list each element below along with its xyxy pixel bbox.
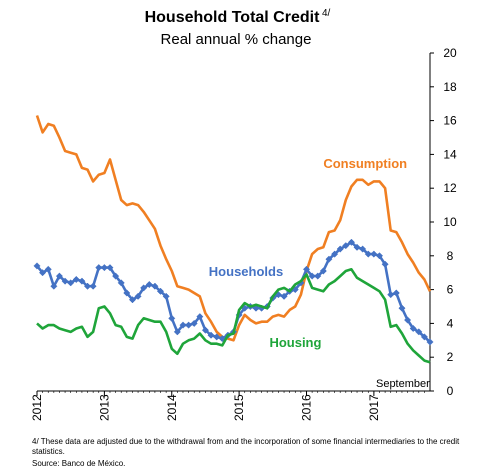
data-point-households (196, 313, 204, 321)
data-point-households (213, 333, 221, 341)
data-point-households (387, 291, 395, 299)
y-tick-label: 14 (443, 147, 457, 161)
data-point-households (140, 284, 148, 292)
y-tick-label: 16 (443, 114, 457, 128)
title-footnote-marker: 4/ (322, 8, 331, 19)
data-point-households (415, 328, 423, 336)
y-tick-label: 2 (447, 350, 454, 364)
data-point-households (89, 282, 97, 290)
data-point-households (100, 264, 108, 272)
y-tick-label: 6 (447, 283, 454, 297)
data-point-households (392, 289, 400, 297)
data-point-households (112, 272, 120, 280)
data-point-households (95, 264, 103, 272)
data-point-households (308, 272, 316, 280)
data-point-households (319, 267, 327, 275)
data-point-households (151, 282, 159, 290)
x-tick-label: 2014 (165, 394, 179, 421)
data-point-households (61, 277, 69, 285)
x-tick-label: 2015 (232, 394, 246, 421)
series-line-consumption (35, 115, 432, 342)
x-tick-label: 2013 (97, 394, 111, 421)
y-tick-label: 8 (447, 249, 454, 263)
data-point-households (336, 245, 344, 253)
data-point-households (39, 269, 47, 277)
data-point-households (190, 319, 198, 327)
footnote: 4/ These data are adjusted due to the wi… (32, 437, 460, 456)
data-point-households (426, 338, 434, 346)
data-point-households (325, 255, 333, 263)
data-point-households (128, 296, 137, 304)
y-tick-label: 0 (447, 384, 454, 398)
data-point-households (134, 292, 142, 300)
data-point-households (370, 250, 378, 258)
x-tick-label: 2016 (300, 394, 314, 421)
data-point-households (179, 321, 187, 329)
chart-title: Household Total Credit (145, 9, 320, 26)
data-point-households (409, 324, 417, 333)
data-point-households (302, 265, 311, 273)
y-tick-label: 18 (443, 80, 457, 94)
series-label-consumption: Consumption (323, 156, 407, 171)
data-point-households (44, 265, 52, 273)
data-point-households (117, 279, 125, 287)
data-point-households (381, 260, 389, 268)
data-point-households (314, 272, 322, 280)
data-point-households (347, 238, 355, 246)
data-point-households (201, 326, 209, 334)
data-point-households (173, 328, 181, 336)
data-point-households (162, 292, 170, 300)
data-point-households (78, 277, 86, 285)
data-point-households (33, 262, 41, 270)
data-point-households (404, 316, 412, 324)
data-point-households (185, 321, 193, 329)
data-point-households (168, 314, 176, 322)
y-tick-label: 20 (443, 46, 457, 60)
data-point-households (375, 252, 384, 260)
y-tick-label: 12 (443, 181, 457, 195)
data-point-households (72, 275, 80, 284)
data-point-households (398, 304, 406, 312)
data-point-households (106, 264, 114, 272)
axes: 0 2 4 6 8 10 12 14 16 18 20 2012 2013 2014 2015 2016 201… (30, 46, 457, 421)
series-line-housing (36, 268, 431, 364)
data-point-households (123, 289, 131, 297)
data-point-households (420, 333, 428, 341)
data-point-households (55, 272, 63, 280)
data-point-households (359, 245, 367, 253)
data-point-households (207, 331, 215, 339)
data-point-households (364, 250, 372, 258)
data-point-households (280, 292, 288, 300)
data-point-households (50, 282, 58, 290)
x-tick-label: 2012 (30, 394, 44, 421)
data-point-households (353, 243, 361, 251)
source-note: Source: Banco de México. (32, 459, 126, 468)
x-tick-label: 2017 (367, 394, 381, 421)
data-point-households (156, 287, 165, 295)
chart-subtitle: Real annual % change (161, 31, 312, 48)
data-point-households (145, 280, 153, 289)
annotation-september: September (376, 378, 430, 390)
y-tick-label: 10 (443, 215, 457, 229)
series-line-households (35, 241, 431, 343)
data-point-households (83, 282, 92, 290)
data-point-households (331, 250, 339, 258)
y-tick-label: 4 (447, 316, 454, 330)
data-point-households (342, 242, 350, 250)
series-label-housing: Housing (269, 335, 321, 350)
data-point-households (67, 279, 75, 287)
series-layer (33, 115, 434, 364)
series-label-households: Households (209, 264, 283, 279)
labels-layer: Consumption Households Housing September (209, 156, 430, 390)
